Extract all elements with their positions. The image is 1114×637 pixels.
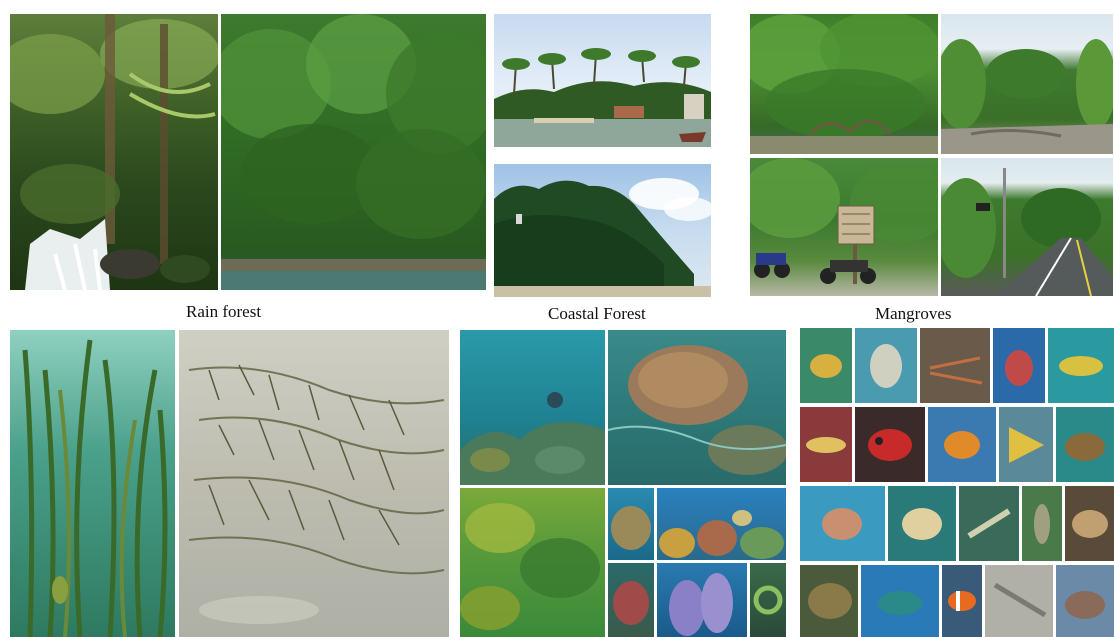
- fish-tile: [1048, 328, 1114, 403]
- coral-shallow-rock-photo: [608, 330, 786, 485]
- fish-tile: [1056, 565, 1114, 637]
- clownfish-tile: [942, 565, 982, 637]
- fish-tile: [855, 407, 925, 482]
- label-rain-forest: Rain forest: [186, 302, 262, 321]
- fish-tile: [1065, 486, 1114, 561]
- seagrass-shallow-photo: [179, 330, 449, 637]
- fish-tile: [861, 565, 939, 637]
- fish-tile: [928, 407, 996, 482]
- mangrove-road-photo: [941, 158, 1113, 296]
- coral-green-reef-photo: [460, 488, 605, 637]
- rainforest-riverbank-photo: [221, 14, 486, 290]
- reef-fish-collage: [800, 328, 1114, 637]
- mangrove-signboard-photo: [750, 158, 938, 296]
- fish-tile: [993, 328, 1045, 403]
- coastal-beach-palms-photo: [494, 14, 711, 147]
- moray-eel-tile: [800, 565, 858, 637]
- coral-reef-diver-photo: [460, 330, 605, 485]
- rainforest-waterfall-photo: [10, 14, 218, 290]
- fish-tile: [855, 328, 917, 403]
- coral-garden-photo: [657, 488, 786, 560]
- fish-tile: [999, 407, 1053, 482]
- fish-tile: [888, 486, 956, 561]
- tube-sponge-photo: [657, 563, 747, 637]
- label-coastal-forest: Coastal Forest: [548, 304, 646, 323]
- lobster-tile: [920, 328, 990, 403]
- turtle-tile: [1056, 407, 1114, 482]
- fish-tile: [800, 486, 885, 561]
- coastal-casuarina-photo: [494, 164, 711, 297]
- fish-tile: [800, 407, 852, 482]
- label-mangroves: Mangroves: [875, 304, 952, 323]
- fish-tile: [1022, 486, 1062, 561]
- seagrass-underwater-photo: [10, 330, 175, 637]
- coral-table-photo: [608, 488, 654, 560]
- mangrove-tidal-flat-photo: [941, 14, 1113, 154]
- coral-red-photo: [608, 563, 654, 637]
- fish-tile: [985, 565, 1053, 637]
- fish-tile: [800, 328, 852, 403]
- mangrove-riverbank-photo: [750, 14, 938, 154]
- fish-tile: [959, 486, 1019, 561]
- green-tube-coral-photo: [750, 563, 786, 637]
